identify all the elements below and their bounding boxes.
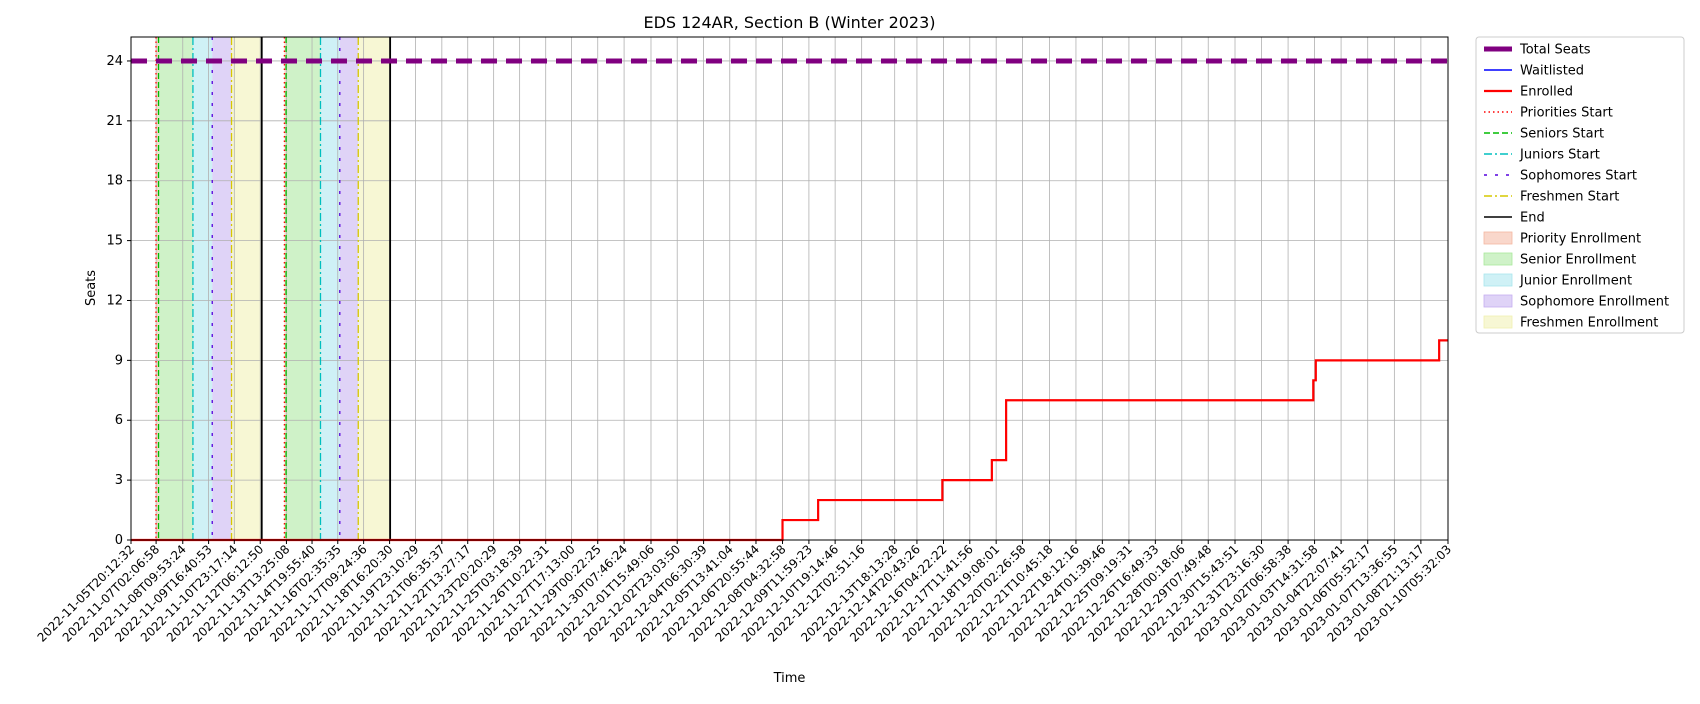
y-axis: 0 3 6 9 12 15 18 21 24	[106, 54, 131, 548]
priorities-start-legend-label: Priorities Start	[1520, 106, 1613, 121]
y-tick-label: 3	[115, 473, 123, 488]
y-tick-label: 15	[106, 234, 123, 249]
priority-enrollment-span	[156, 37, 159, 540]
freshmen-enrollment-span	[358, 37, 391, 540]
plot-frame	[130, 36, 1449, 541]
junior-enrollment-legend-swatch	[1483, 273, 1513, 287]
waitlisted-legend-label: Waitlisted	[1520, 64, 1584, 79]
chart-title: EDS 124AR, Section B (Winter 2023)	[643, 13, 935, 32]
legend-frame	[1475, 36, 1685, 334]
legend: Total Seats Waitlisted Enrolled Priorities …	[1475, 36, 1685, 334]
freshmen-enrollment-span	[231, 37, 262, 540]
senior-enrollment-span	[286, 37, 321, 540]
sophomores-start-legend-label: Sophomores Start	[1520, 169, 1637, 184]
phase-lines	[155, 37, 392, 540]
sophomore-enrollment-legend-swatch	[1483, 294, 1513, 308]
junior-enrollment-span	[320, 37, 340, 540]
y-tick-label: 0	[115, 533, 123, 548]
freshmen-start-legend-label: Freshmen Start	[1520, 190, 1619, 205]
y-tick-label: 12	[106, 293, 123, 308]
sophomore-enrollment-legend-label: Sophomore Enrollment	[1520, 295, 1669, 310]
priority-enrollment-legend-swatch	[1483, 231, 1513, 245]
seniors-start-legend-label: Seniors Start	[1520, 127, 1604, 142]
junior-enrollment-span	[192, 37, 213, 540]
enrolled-legend-label: Enrolled	[1520, 85, 1573, 100]
y-tick-label: 9	[115, 353, 123, 368]
y-tick-label: 6	[115, 413, 123, 428]
end-legend-label: End	[1520, 211, 1545, 226]
sophomore-enrollment-span	[212, 37, 232, 540]
priority-enrollment-span	[284, 37, 287, 540]
juniors-start-legend-label: Juniors Start	[1519, 148, 1600, 163]
total-seats-legend-label: Total Seats	[1519, 43, 1591, 58]
y-tick-label: 24	[106, 54, 123, 69]
freshmen-enrollment-legend-swatch	[1483, 315, 1513, 329]
x-axis-label: Time	[773, 671, 806, 686]
y-tick-label: 18	[106, 174, 123, 189]
y-tick-label: 21	[106, 114, 123, 129]
sophomore-enrollment-span	[339, 37, 359, 540]
junior-enrollment-legend-label: Junior Enrollment	[1519, 274, 1632, 289]
y-axis-label: Seats	[84, 270, 99, 306]
enrolled-series-line	[131, 339, 1448, 542]
senior-enrollment-legend-label: Senior Enrollment	[1520, 253, 1636, 268]
freshmen-enrollment-legend-label: Freshmen Enrollment	[1520, 316, 1658, 331]
priority-enrollment-legend-label: Priority Enrollment	[1520, 232, 1641, 247]
senior-enrollment-span	[158, 37, 193, 540]
senior-enrollment-legend-swatch	[1483, 252, 1513, 266]
